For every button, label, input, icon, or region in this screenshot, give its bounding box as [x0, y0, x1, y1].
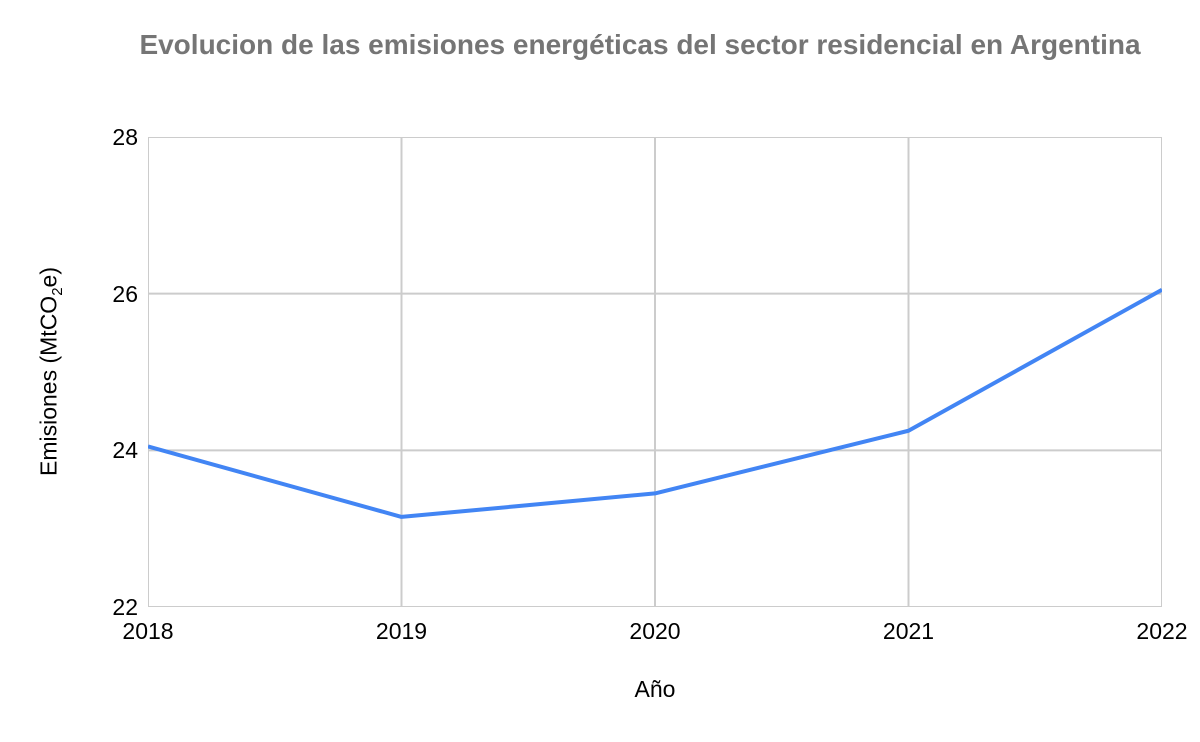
x-axis-title: Año — [634, 676, 676, 702]
plot-area — [148, 137, 1162, 607]
y-tick-label: 28 — [112, 124, 138, 150]
x-tick-label: 2020 — [629, 618, 681, 644]
y-axis-title-text-end: e) — [35, 267, 62, 288]
x-tick-label: 2022 — [1136, 618, 1188, 644]
y-axis-title-subscript: 2 — [49, 287, 67, 296]
x-tick-label: 2019 — [375, 618, 428, 644]
chart-title: Evolucion de las emisiones energéticas d… — [139, 29, 1141, 60]
x-tick-label: 2021 — [882, 618, 935, 644]
data-line-series — [148, 288, 1162, 519]
y-tick-label: 22 — [112, 594, 138, 620]
y-tick-label: 24 — [112, 437, 138, 464]
y-axis-title: Emisiones (MtCO2e) — [35, 207, 67, 537]
x-tick-label: 2018 — [122, 618, 174, 644]
y-axis-title-text: Emisiones (MtCO — [35, 295, 62, 476]
y-tick-label: 26 — [112, 280, 138, 307]
